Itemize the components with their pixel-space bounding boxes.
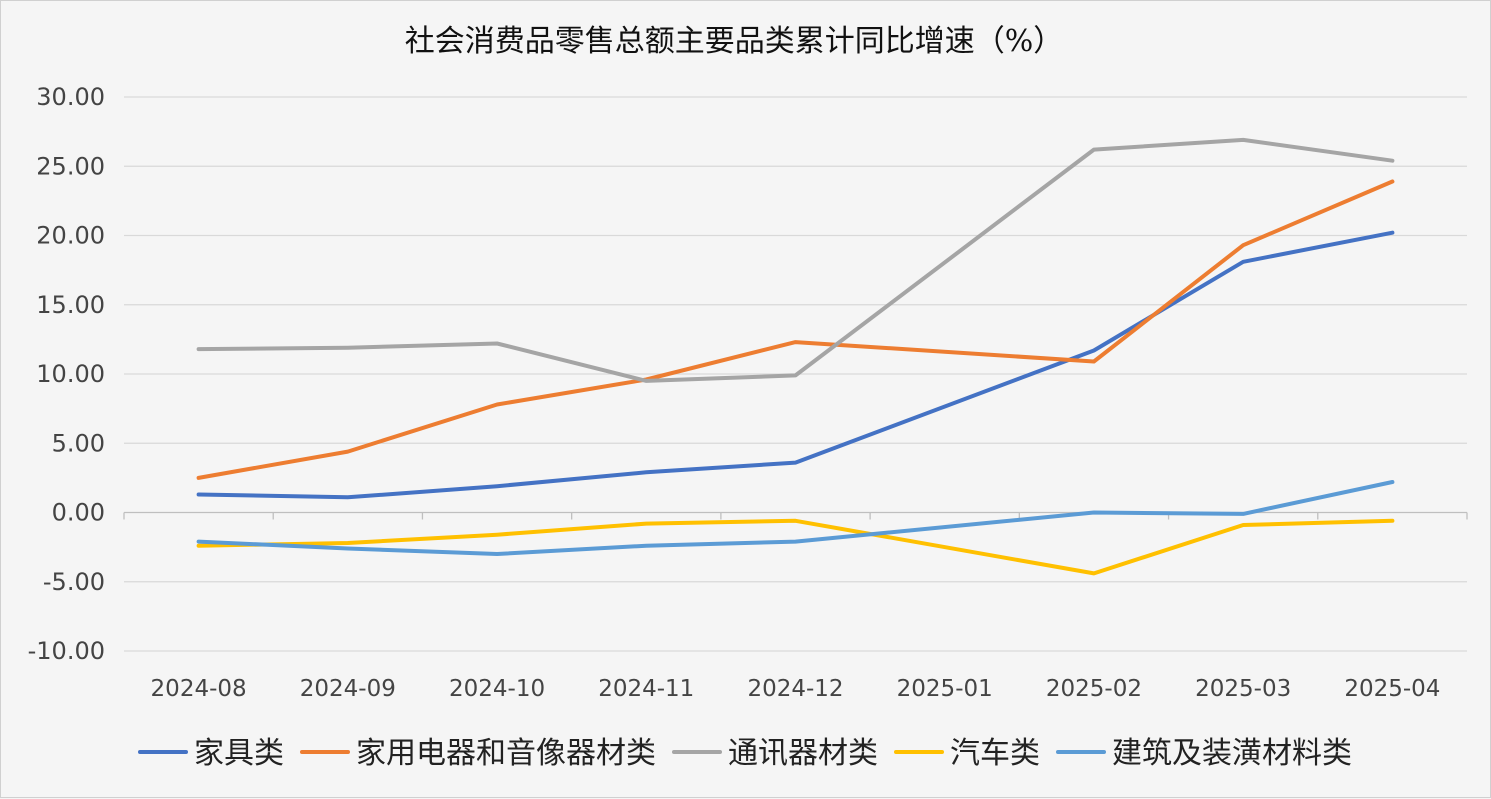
series-line-1	[196, 230, 1395, 500]
legend-item-2: 家用电器和音像器材类	[300, 736, 656, 771]
legend-label: 家具类	[194, 736, 284, 771]
legend-item-5: 建筑及装潢材料类	[1056, 736, 1352, 771]
x-tick-label: 2024-08	[151, 676, 247, 702]
x-axis	[123, 511, 1468, 520]
legend-item-3: 通讯器材类	[672, 736, 878, 771]
y-tick-label: 15.00	[36, 291, 105, 319]
x-tick-label: 2025-03	[1195, 676, 1291, 702]
legend-label: 通讯器材类	[728, 736, 878, 771]
y-tick-label: -10.00	[28, 637, 105, 665]
y-tick-label: 30.00	[36, 83, 105, 111]
series-lines	[196, 137, 1395, 576]
x-tick-label: 2025-01	[897, 676, 993, 702]
y-tick-label: 0.00	[52, 499, 105, 527]
y-tick-label: -5.00	[43, 568, 105, 596]
x-tick-label: 2024-12	[747, 676, 843, 702]
y-tick-label: 10.00	[36, 360, 105, 388]
legend-item-4: 汽车类	[894, 736, 1040, 771]
series-line-2	[196, 179, 1395, 480]
x-tick-label: 2024-11	[598, 676, 694, 702]
legend-label: 汽车类	[950, 736, 1040, 771]
chart-title: 社会消费品零售总额主要品类累计同比增速（%）	[405, 24, 1064, 59]
legend-label: 建筑及装潢材料类	[1112, 736, 1352, 771]
series-line-4	[196, 518, 1395, 576]
legend-label: 家用电器和音像器材类	[356, 736, 656, 771]
x-tick-label: 2025-04	[1344, 676, 1440, 702]
legend: 家具类 家用电器和音像器材类 通讯器材类 汽车类 建筑及装潢材料类	[138, 736, 1352, 771]
x-tick-label: 2024-10	[449, 676, 545, 702]
y-tick-label: 20.00	[36, 222, 105, 250]
x-tick-label: 2024-09	[300, 676, 396, 702]
y-tick-label: 25.00	[36, 152, 105, 180]
series-line-5	[196, 480, 1395, 556]
x-tick-label: 2025-02	[1046, 676, 1142, 702]
x-axis-tick-labels: 2024-08 2024-09 2024-10 2024-11 2024-12 2025-…	[151, 676, 1441, 702]
legend-item-1: 家具类	[138, 736, 284, 771]
y-axis-tick-labels: 30.00 25.00 20.00 15.00 10.00 5.00 0.00 -5.00 -1…	[28, 83, 105, 665]
y-tick-label: 5.00	[52, 429, 105, 457]
series-line-3	[196, 137, 1395, 383]
